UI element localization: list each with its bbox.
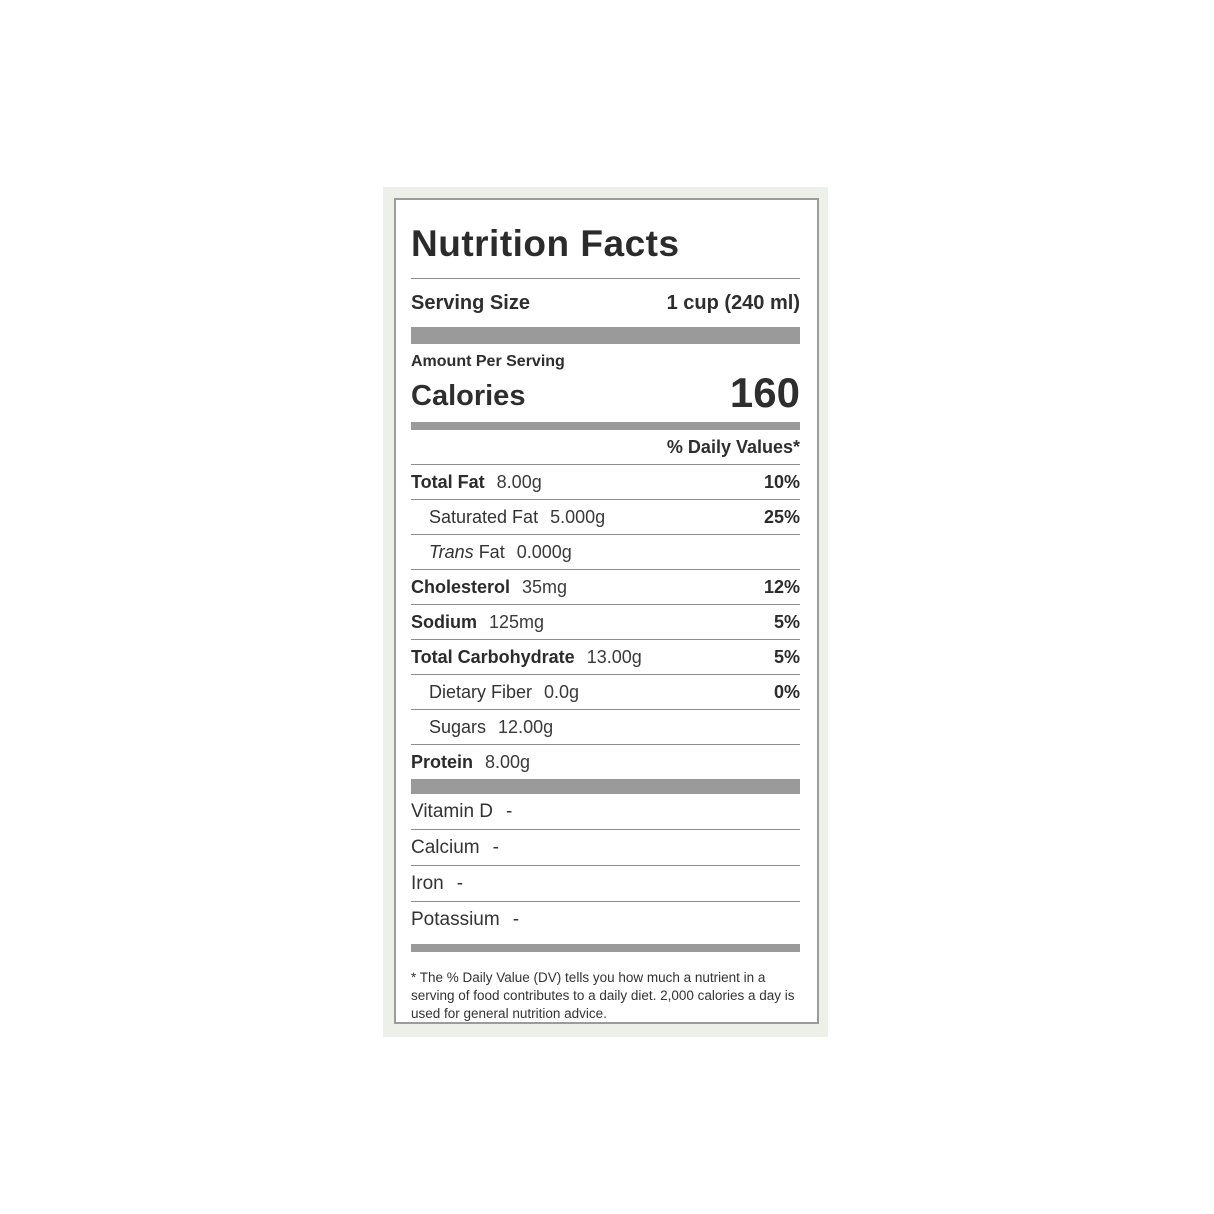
nutrient-row-total-fat: Total Fat 8.00g 10%: [411, 465, 800, 500]
nutrient-row-dietary-fiber: Dietary Fiber 0.0g 0%: [411, 675, 800, 710]
nutrient-name: Cholesterol: [411, 576, 511, 597]
daily-value-footnote: * The % Daily Value (DV) tells you how m…: [411, 969, 795, 1022]
nutrient-row-cholesterol: Cholesterol 35mg 12%: [411, 570, 800, 605]
nutrient-dv: 25%: [763, 506, 800, 527]
vitamin-value: -: [512, 908, 520, 930]
page-title: Nutrition Facts: [411, 223, 680, 264]
nutrient-dv: 12%: [763, 576, 800, 597]
vitamin-name: Vitamin D: [411, 800, 494, 822]
nutrient-name: Protein: [411, 751, 474, 772]
vitamin-name: Iron: [411, 872, 444, 894]
calories-label: Calories: [411, 379, 526, 412]
vitamin-value: -: [456, 872, 464, 894]
title-divider: [411, 277, 800, 279]
nutrient-amount: 13.00g: [586, 646, 642, 667]
nutrient-row-total-carbohydrate: Total Carbohydrate 13.00g 5%: [411, 640, 800, 675]
nutrient-name: Total Fat: [411, 471, 485, 492]
vitamin-row-calcium: Calcium -: [411, 830, 800, 866]
nutrient-dv: 5%: [773, 646, 800, 667]
nutrient-name: Saturated Fat: [429, 506, 539, 527]
nutrient-row-protein: Protein 8.00g: [411, 745, 800, 779]
calories-value: 160: [729, 368, 800, 416]
daily-values-header: % Daily Values*: [411, 430, 800, 465]
vitamin-row-potassium: Potassium -: [411, 902, 800, 937]
separator-bar-footer: [411, 943, 800, 952]
separator-bar-thin: [411, 421, 800, 430]
serving-size-row: Serving Size 1 cup (240 ml): [411, 279, 800, 327]
nutrient-name-rest: Fat: [473, 541, 505, 562]
nutrient-dv: 0%: [773, 681, 800, 702]
nutrient-amount: 35mg: [522, 576, 568, 597]
nutrient-name-italic: Trans: [429, 541, 474, 562]
nutrient-row-sodium: Sodium 125mg 5%: [411, 605, 800, 640]
nutrition-label-box: Nutrition Facts Serving Size 1 cup (240 …: [394, 198, 819, 1024]
separator-bar-mid: [411, 778, 800, 794]
vitamin-name: Calcium: [411, 836, 480, 858]
nutrient-name: Sodium: [411, 611, 477, 632]
nutrient-amount: 125mg: [489, 611, 545, 632]
nutrient-name: Dietary Fiber: [429, 681, 533, 702]
nutrient-amount: 0.0g: [544, 681, 580, 702]
nutrient-row-trans-fat: Trans Fat 0.000g: [411, 535, 800, 570]
nutrition-label-content: Nutrition Facts Serving Size 1 cup (240 …: [396, 200, 817, 1023]
nutrient-amount: 5.000g: [550, 506, 606, 527]
nutrient-name: Sugars: [429, 716, 487, 737]
amount-per-serving-label: Amount Per Serving: [411, 352, 565, 370]
vitamin-value: -: [492, 836, 499, 858]
nutrient-amount: 8.00g: [485, 751, 531, 772]
vitamin-value: -: [506, 800, 513, 822]
calories-row: Calories 160: [411, 368, 800, 422]
nutrient-amount: 12.00g: [498, 716, 554, 737]
nutrition-label-card: Nutrition Facts Serving Size 1 cup (240 …: [383, 187, 828, 1037]
nutrient-name: Trans Fat: [411, 542, 505, 563]
nutrient-row-saturated-fat: Saturated Fat 5.000g 25%: [411, 500, 800, 535]
serving-size-value: 1 cup (240 ml): [666, 291, 800, 314]
serving-size-label: Serving Size: [411, 291, 530, 314]
vitamin-row-vitamin-d: Vitamin D -: [411, 794, 800, 830]
nutrient-name: Total Carbohydrate: [411, 646, 575, 667]
nutrient-amount: 8.00g: [496, 471, 542, 492]
nutrient-dv: 5%: [773, 611, 800, 632]
nutrient-dv: 10%: [763, 471, 800, 492]
vitamin-row-iron: Iron -: [411, 866, 800, 902]
separator-bar-thick: [411, 326, 800, 344]
nutrient-row-sugars: Sugars 12.00g: [411, 710, 800, 745]
vitamin-name: Potassium: [411, 908, 500, 930]
nutrient-amount: 0.000g: [516, 541, 572, 562]
